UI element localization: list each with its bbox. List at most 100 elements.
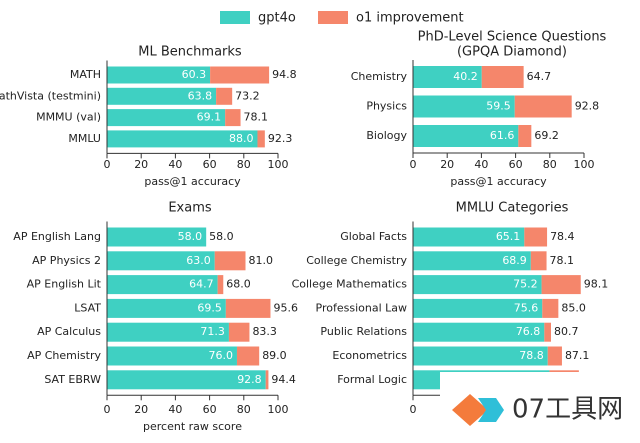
x-tick-label: 80 (543, 158, 557, 171)
category-label: Public Relations (320, 325, 407, 338)
total-label: 85.0 (561, 301, 586, 314)
total-label: 89.0 (262, 349, 287, 362)
category-label: LSAT (74, 301, 101, 314)
bar-improvement (228, 322, 250, 342)
chart-title: ML Benchmarks (138, 45, 242, 60)
total-label: 98.1 (584, 278, 609, 291)
legend-swatch (318, 11, 348, 24)
bar-improvement (216, 87, 233, 105)
bar-gpt4o (107, 346, 237, 366)
bar-improvement (514, 95, 572, 118)
value-label: 75.6 (514, 301, 539, 314)
value-label: 88.0 (229, 132, 254, 145)
bar-improvement (257, 130, 265, 148)
total-label: 94.8 (272, 68, 297, 81)
bar-gpt4o (413, 275, 542, 295)
bar-gpt4o (413, 125, 519, 147)
x-tick-label: 100 (268, 403, 289, 416)
bar-improvement (530, 251, 547, 271)
value-label: 76.8 (516, 325, 541, 338)
bar-gpt4o (107, 109, 226, 127)
x-tick-label: 0 (410, 158, 417, 171)
x-tick-label: 20 (440, 158, 454, 171)
category-label: Econometrics (332, 349, 407, 362)
x-tick-label: 100 (574, 158, 595, 171)
value-label: 69.1 (197, 111, 222, 124)
x-axis-label: pass@1 accuracy (144, 175, 241, 188)
category-label: Chemistry (351, 70, 408, 83)
bar-improvement (481, 66, 524, 88)
bar-gpt4o (413, 346, 548, 366)
x-tick-label: 60 (203, 158, 217, 171)
value-label: 71.3 (200, 325, 225, 338)
category-label: AP English Lit (27, 278, 102, 291)
value-label: 92.8 (237, 373, 262, 386)
bar-improvement (542, 298, 559, 318)
bar-improvement (541, 275, 581, 295)
chart-subtitle: (GPQA Diamond) (457, 45, 567, 60)
x-tick-label: 20 (134, 403, 148, 416)
x-tick-label: 80 (237, 158, 251, 171)
bar-gpt4o (413, 322, 545, 342)
total-label: 78.4 (550, 230, 575, 243)
value-label: 58.0 (178, 230, 203, 243)
bar-improvement (225, 298, 271, 318)
x-tick-label: 0 (104, 158, 111, 171)
legend-label: gpt4o (258, 11, 296, 26)
bar-improvement (547, 346, 562, 366)
bar-improvement (225, 109, 241, 127)
bar-improvement (210, 66, 270, 84)
bar-gpt4o (107, 87, 217, 105)
bar-gpt4o (107, 251, 215, 271)
x-tick-label: 40 (168, 158, 182, 171)
value-label: 63.8 (188, 89, 213, 102)
bar-gpt4o (107, 298, 226, 318)
bar-gpt4o (107, 66, 211, 84)
category-label: SAT EBRW (44, 373, 101, 386)
bar-improvement (265, 370, 269, 390)
bar-gpt4o (107, 370, 266, 390)
x-tick-label: 60 (509, 158, 523, 171)
total-label: 80.7 (554, 325, 579, 338)
total-label: 92.8 (575, 100, 600, 113)
total-label: 95.6 (273, 301, 298, 314)
category-label: Global Facts (340, 230, 407, 243)
bar-improvement (236, 346, 260, 366)
bar-gpt4o (413, 95, 515, 118)
value-label: 60.3 (182, 68, 207, 81)
bar-improvement (524, 227, 548, 247)
category-label: AP Chemistry (27, 349, 101, 362)
x-tick-label: 20 (134, 158, 148, 171)
bar-gpt4o (413, 227, 525, 247)
value-label: 76.0 (208, 349, 233, 362)
category-label: College Mathematics (292, 278, 408, 291)
total-label: 78.1 (244, 111, 269, 124)
category-label: MMLU (68, 132, 101, 145)
category-label: AP Calculus (37, 325, 101, 338)
total-label: 78.1 (550, 254, 575, 267)
bar-improvement (214, 251, 246, 271)
chart-title: Exams (168, 201, 212, 216)
bar-gpt4o (413, 251, 531, 271)
total-label: 83.3 (252, 325, 277, 338)
watermark-text: 07工具网 (512, 395, 623, 425)
watermark-logo (452, 394, 488, 426)
category-label: AP Physics 2 (32, 254, 101, 267)
value-label: 63.0 (186, 254, 211, 267)
bar-gpt4o (107, 227, 207, 247)
bar-improvement (518, 125, 532, 147)
x-tick-label: 60 (203, 403, 217, 416)
x-tick-label: 0 (410, 403, 417, 416)
chart-title: PhD-Level Science Questions (418, 30, 607, 45)
chart-title: MMLU Categories (456, 201, 569, 216)
total-label: 94.4 (271, 373, 296, 386)
bar-improvement (544, 322, 551, 342)
bar-gpt4o (107, 322, 229, 342)
value-label: 69.5 (197, 301, 222, 314)
total-label: 64.7 (527, 70, 552, 83)
category-label: AP English Lang (13, 230, 101, 243)
value-label: 68.9 (502, 254, 527, 267)
total-label: 69.2 (534, 129, 559, 142)
category-label: Biology (366, 129, 407, 142)
